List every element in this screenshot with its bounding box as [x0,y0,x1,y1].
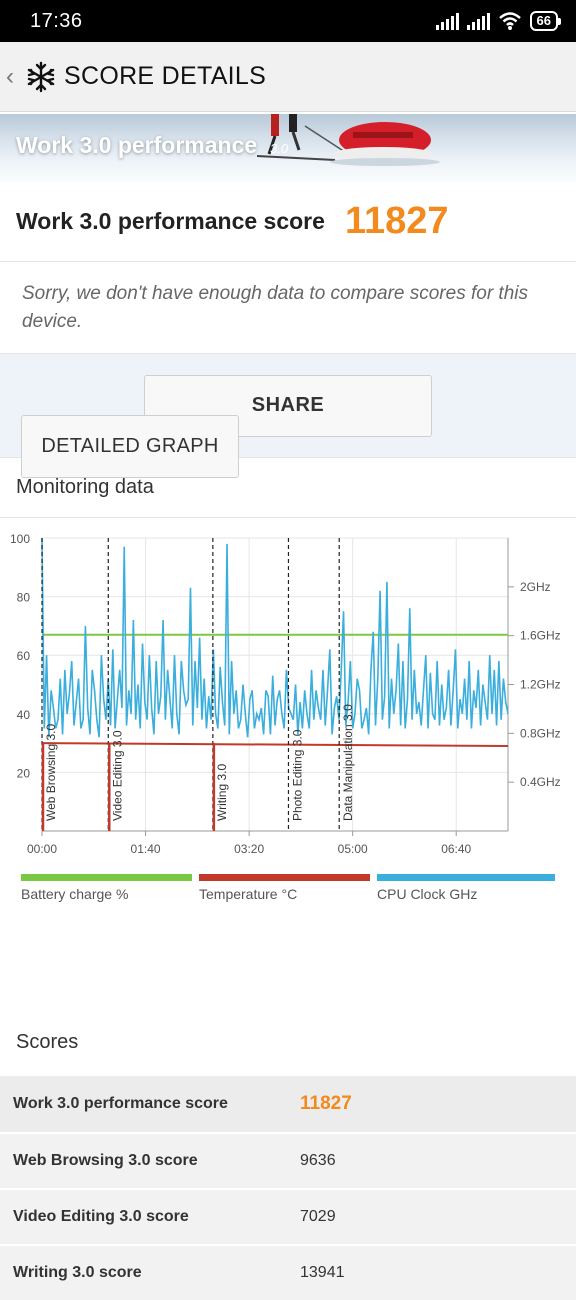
score-value: 11827 [344,200,449,242]
snowflake-icon[interactable] [24,60,58,94]
battery-icon: 66 [529,11,562,31]
skier-image [256,114,440,166]
monitoring-chart: 20 40 60 80 100 00:00 01:40 03:20 05:00 06:40 0.4G… [0,518,576,918]
y-right-tick-label: 1.2GHz [520,678,561,692]
x-tick-label: 03:20 [234,842,264,856]
temperature-series-line [41,742,509,748]
score-row-value: 11827 [300,1093,352,1114]
legend-swatch [199,874,370,881]
share-button[interactable]: SHARE [144,374,432,437]
x-tick-label: 00:00 [27,842,57,856]
score-row-label: Work 3.0 performance score [13,1095,228,1112]
y-left-tick-label: 40 [17,708,31,722]
status-bar: 17:36 66 [0,0,576,42]
detailed-graph-button[interactable]: DETAILED GRAPH [21,415,239,478]
test-marker-label: Writing 3.0 [215,764,229,821]
y-right-tick-label: 2GHz [520,580,551,594]
signal-icon [435,12,459,30]
score-row: Work 3.0 performance score 11827 [0,1074,576,1132]
legend-item: Battery charge % [21,874,199,904]
monitoring-title: Monitoring data [0,458,576,518]
score-row-label: Video Editing 3.0 score [13,1208,189,1225]
test-marker-label: Photo Editing 3.0 [290,729,304,821]
page-title: SCORE DETAILS [64,62,267,90]
y-left-tick-label: 80 [17,591,31,605]
y-right-tick-label: 0.8GHz [520,726,561,740]
y-right-tick-label: 0.4GHz [520,775,561,789]
score-row: Web Browsing 3.0 score 9636 [0,1132,576,1188]
scores-title: Scores [16,1031,79,1053]
x-tick-label: 01:40 [131,842,161,856]
cpu-series-line [41,537,509,738]
legend-label: CPU Clock GHz [377,886,478,902]
test-marker-label: Video Editing 3.0 [110,730,124,821]
score-row: Video Editing 3.0 score 7029 [0,1188,576,1244]
score-row-label: Writing 3.0 score [13,1264,142,1281]
signal-icon-2 [466,12,490,30]
legend-swatch [377,874,555,881]
status-time: 17:36 [30,9,83,32]
status-icons: 66 [435,11,562,31]
x-tick-label: 05:00 [338,842,368,856]
y-left-tick-label: 20 [17,766,31,780]
app-header: ‹ SCORE DETAILS [0,42,576,112]
scores-table: Work 3.0 performance score 11827 Web Brows… [0,1074,576,1300]
score-row: Writing 3.0 score 13941 [0,1244,576,1300]
legend-label: Battery charge % [21,886,129,902]
y-left-tick-label: 60 [17,649,31,663]
legend-label: Temperature °C [199,886,298,902]
test-banner: Work 3.0 performance 3.0 [0,114,576,182]
score-row-value: 7029 [300,1208,336,1225]
score-row-value: 13941 [300,1264,345,1281]
score-label: Work 3.0 performance score [16,208,325,234]
score-row-label: Web Browsing 3.0 score [13,1152,198,1169]
back-icon[interactable]: ‹ [6,62,14,90]
x-tick-label: 06:40 [441,842,471,856]
banner-version: 3.0 [270,141,289,156]
test-marker-label: Data Manipulation 3.0 [341,704,355,821]
legend-swatch [21,874,192,881]
y-right-tick-label: 1.6GHz [520,629,561,643]
legend-item: CPU Clock GHz [377,874,555,904]
comparison-notice: Sorry, we don't have enough data to comp… [0,262,576,354]
wifi-icon [498,12,521,30]
score-summary: Work 3.0 performance score 11827 [0,182,576,262]
monitoring-chart-svg: 20 40 60 80 100 00:00 01:40 03:20 05:00 06:40 0.4G… [10,532,561,856]
y-left-tick-label: 100 [10,532,30,546]
banner-title: Work 3.0 performance [16,132,258,158]
test-marker-label: Web Browsing 3.0 [44,724,58,821]
legend-item: Temperature °C [199,874,377,904]
score-row-value: 9636 [300,1152,336,1169]
chart-legend: Battery charge % Temperature °C CPU Clock … [0,874,576,904]
